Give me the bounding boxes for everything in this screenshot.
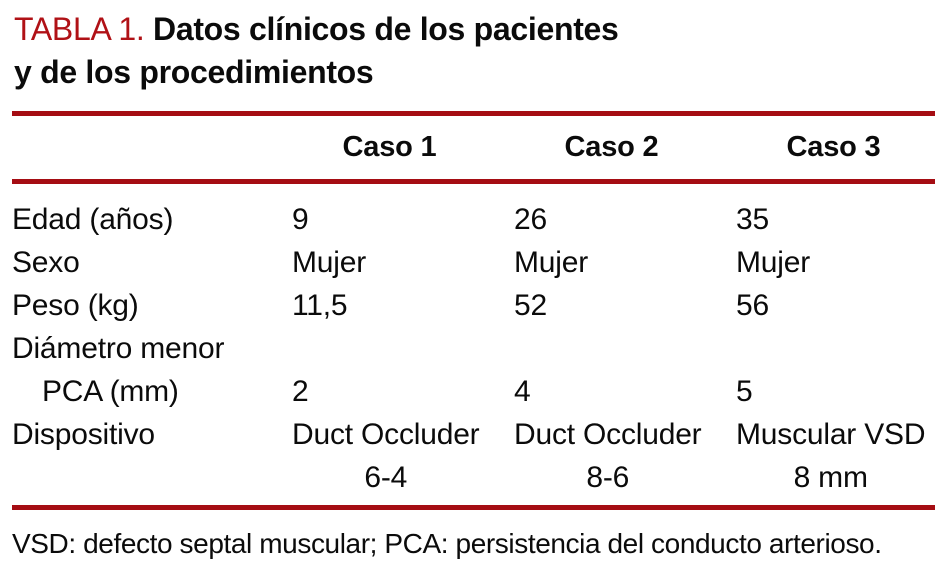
table-cell: 4	[514, 327, 736, 413]
table-cell: 2	[292, 327, 514, 413]
table-cell: 52	[514, 284, 736, 327]
table-title-line2: y de los procedimientos	[14, 54, 374, 90]
table-cell: 9	[292, 184, 514, 241]
red-rule-bottom	[12, 505, 935, 510]
table-cell: 11,5	[292, 284, 514, 327]
row-label-line: Peso (kg)	[12, 289, 139, 322]
row-label-line: Sexo	[12, 246, 80, 279]
red-rule-top	[12, 111, 935, 116]
clinical-data-table: Edad (años) 9 26 35 Sexo Mujer Mujer Muj…	[12, 184, 935, 505]
cell-line: 4	[514, 375, 531, 408]
cell-line: 26	[514, 203, 547, 236]
table-content: TABLA 1. Datos clínicos de los pacientes…	[12, 8, 935, 562]
row-label-line: Edad (años)	[12, 203, 174, 236]
table-row-edad: Edad (años) 9 26 35	[12, 184, 935, 241]
cell-line: 5	[736, 375, 753, 408]
column-header-row: Caso 1 Caso 2 Caso 3	[12, 116, 935, 179]
cell-line: 52	[514, 289, 547, 322]
column-header-caso-2: Caso 2	[564, 131, 659, 163]
cell-line: 35	[736, 203, 769, 236]
row-label: Sexo	[12, 241, 292, 284]
row-label: Edad (años)	[12, 184, 292, 241]
row-label: Peso (kg)	[12, 284, 292, 327]
cell-line: Duct Occluder	[292, 418, 480, 451]
cell-line: Mujer	[736, 246, 811, 279]
row-label: Dispositivo	[12, 413, 292, 505]
table-cell: Muscular VSD 8 mm	[736, 413, 935, 505]
table-cell: Mujer	[292, 241, 514, 284]
row-label-line: Diámetro menor	[12, 332, 225, 365]
cell-line: 9	[292, 203, 309, 236]
table-title: TABLA 1. Datos clínicos de los pacientes…	[14, 8, 935, 94]
table-cell: 5	[736, 327, 935, 413]
table-cell: 35	[736, 184, 935, 241]
table-cell: Duct Occluder 8-6	[514, 413, 736, 505]
cell-line: 56	[736, 289, 769, 322]
red-rule-middle	[12, 179, 935, 184]
cell-line: 8-6	[586, 461, 630, 494]
cell-line: 6-4	[364, 461, 408, 494]
column-header-caso-3: Caso 3	[786, 131, 881, 163]
table-number-label: TABLA 1.	[14, 11, 145, 47]
table-cell: 26	[514, 184, 736, 241]
column-header-caso-1: Caso 1	[342, 131, 437, 163]
row-label-line: Dispositivo	[12, 418, 155, 451]
table-cell: Duct Occluder 6-4	[292, 413, 514, 505]
table-cell: Mujer	[514, 241, 736, 284]
table-row-dispositivo: Dispositivo Duct Occluder 6-4 Duct Occlu…	[12, 413, 935, 505]
cell-line: 2	[292, 375, 309, 408]
row-label-line: PCA (mm)	[42, 375, 179, 408]
table-row-diametro-pca: Diámetro menor PCA (mm) 2 4 5	[12, 327, 935, 413]
cell-line: Mujer	[514, 246, 589, 279]
row-label: Diámetro menor PCA (mm)	[12, 327, 292, 413]
table-row-sexo: Sexo Mujer Mujer Mujer	[12, 241, 935, 284]
cell-line: 8 mm	[793, 461, 868, 494]
cell-line: Muscular VSD	[736, 418, 926, 451]
cell-line: Duct Occluder	[514, 418, 702, 451]
table-row-peso: Peso (kg) 11,5 52 56	[12, 284, 935, 327]
table-cell: 56	[736, 284, 935, 327]
cell-line: Mujer	[292, 246, 367, 279]
table-cell: Mujer	[736, 241, 935, 284]
table-footnote: VSD: defecto septal muscular; PCA: persi…	[12, 528, 882, 559]
table-title-line1: Datos clínicos de los pacientes	[153, 11, 619, 47]
cell-line: 11,5	[292, 289, 348, 322]
